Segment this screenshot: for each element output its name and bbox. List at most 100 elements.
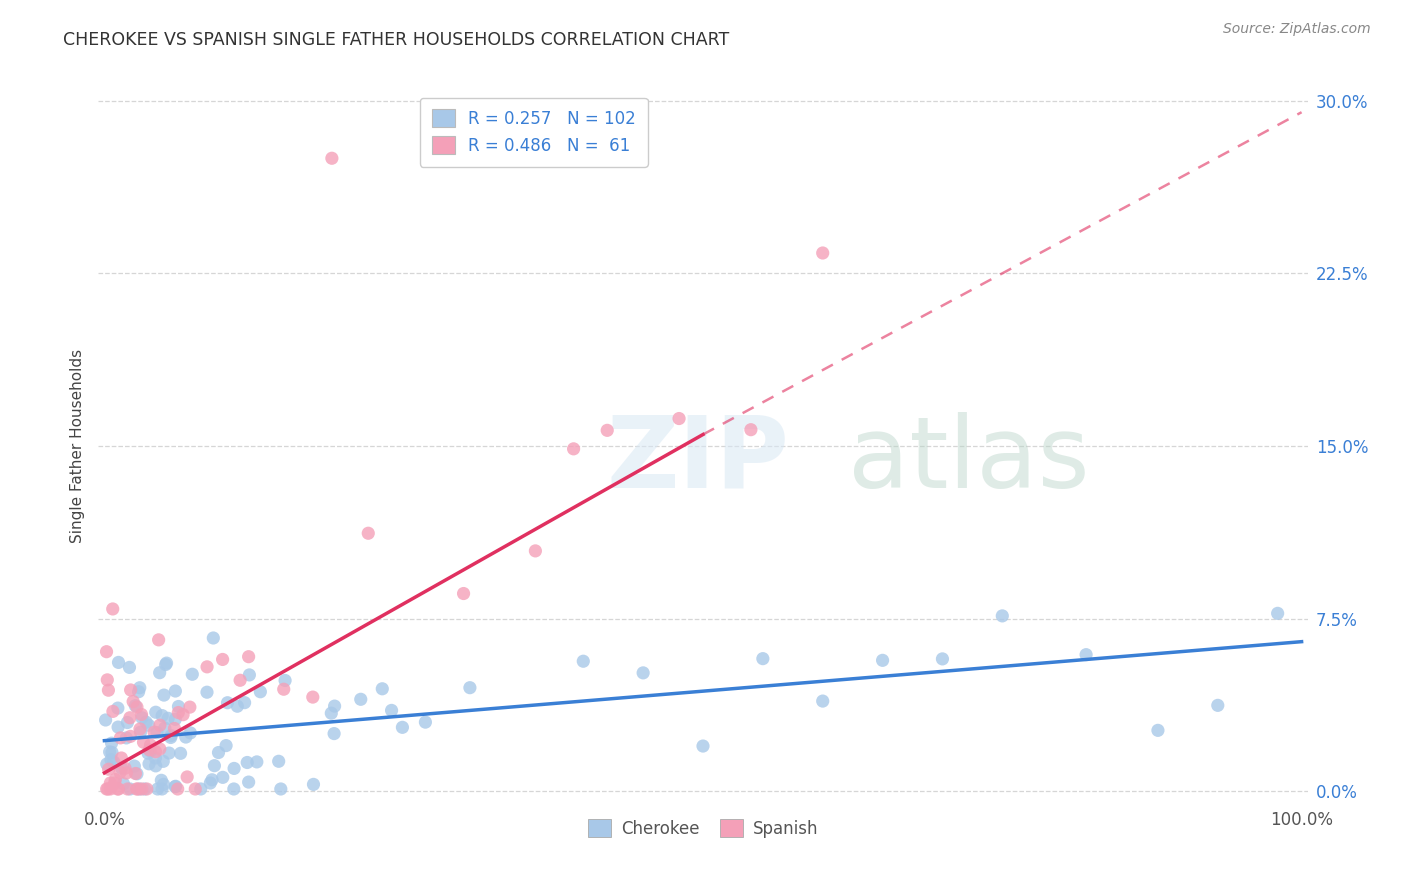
Point [94, 713, 117, 727]
Point [132, 735, 155, 749]
Point [167, 706, 190, 720]
Point [98, 745, 121, 759]
Point [165, 779, 187, 793]
Point [125, 782, 148, 797]
Point [391, 720, 413, 734]
Point [125, 700, 148, 714]
Point [145, 705, 167, 719]
Point [202, 758, 225, 772]
Point [211, 652, 233, 666]
Point [145, 759, 167, 773]
Point [211, 770, 233, 784]
Point [207, 746, 229, 760]
Point [97, 782, 120, 797]
Point [238, 649, 260, 664]
Point [124, 766, 146, 780]
Point [174, 730, 197, 744]
Point [152, 755, 174, 769]
Point [357, 526, 380, 541]
Point [153, 721, 176, 735]
Point [301, 690, 323, 704]
Point [415, 715, 437, 730]
Point [458, 681, 481, 695]
Point [117, 782, 139, 797]
Point [117, 715, 139, 730]
Point [165, 780, 187, 794]
Point [112, 777, 135, 791]
Point [146, 782, 169, 797]
Point [145, 745, 167, 759]
Point [135, 782, 157, 797]
Point [118, 711, 141, 725]
Point [143, 725, 166, 739]
Point [246, 755, 269, 769]
Point [139, 744, 162, 758]
Point [752, 651, 775, 665]
Point [195, 660, 218, 674]
Point [380, 703, 402, 717]
Point [122, 694, 145, 708]
Point [1206, 698, 1229, 713]
Point [149, 665, 172, 680]
Point [190, 782, 212, 797]
Point [811, 246, 834, 260]
Point [321, 151, 343, 165]
Point [323, 726, 346, 740]
Point [131, 711, 153, 725]
Point [125, 766, 148, 780]
Point [118, 660, 141, 674]
Point [163, 722, 186, 736]
Point [184, 782, 207, 797]
Point [200, 776, 222, 790]
Point [120, 782, 142, 797]
Point [108, 765, 131, 780]
Point [249, 684, 271, 698]
Point [302, 777, 325, 791]
Point [139, 738, 162, 752]
Point [236, 756, 259, 770]
Point [524, 544, 547, 558]
Point [1267, 607, 1289, 621]
Text: atlas: atlas [848, 412, 1090, 508]
Point [453, 586, 475, 600]
Point [179, 700, 201, 714]
Point [155, 657, 177, 672]
Point [224, 761, 246, 775]
Point [107, 701, 129, 715]
Point [107, 782, 129, 797]
Point [138, 718, 160, 732]
Point [101, 602, 124, 616]
Point [104, 772, 127, 787]
Text: ZIP: ZIP [606, 412, 789, 508]
Point [111, 761, 134, 775]
Point [323, 699, 346, 714]
Y-axis label: Single Father Households: Single Father Households [70, 349, 86, 543]
Point [1074, 648, 1097, 662]
Point [97, 683, 120, 698]
Point [100, 753, 122, 767]
Point [176, 770, 198, 784]
Point [101, 746, 124, 760]
Point [150, 773, 173, 788]
Point [120, 730, 142, 744]
Point [107, 782, 129, 797]
Point [267, 754, 290, 768]
Point [159, 731, 181, 745]
Point [229, 673, 252, 688]
Point [129, 722, 152, 736]
Point [96, 673, 118, 687]
Point [128, 684, 150, 698]
Point [104, 776, 127, 790]
Point [96, 645, 118, 659]
Point [233, 696, 256, 710]
Point [110, 751, 132, 765]
Point [97, 762, 120, 776]
Point [131, 782, 153, 797]
Point [96, 782, 118, 797]
Point [138, 756, 160, 771]
Point [238, 668, 260, 682]
Point [872, 653, 894, 667]
Point [350, 692, 373, 706]
Point [129, 725, 152, 739]
Point [371, 681, 394, 696]
